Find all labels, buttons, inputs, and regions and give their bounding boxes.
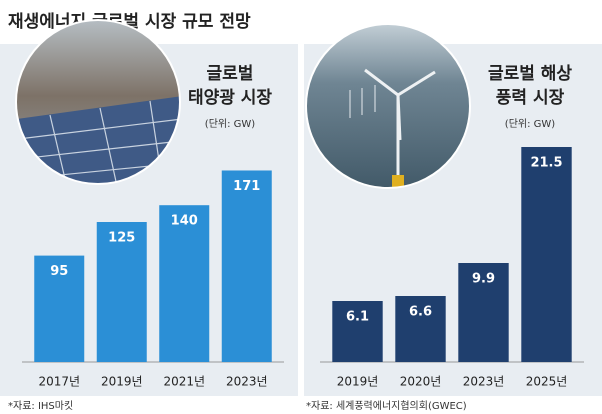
photo-frame	[15, 19, 181, 185]
bar	[458, 263, 509, 362]
bar	[96, 222, 147, 362]
bar	[395, 296, 446, 362]
value-label: 171	[233, 179, 260, 194]
value-label: 95	[50, 264, 68, 279]
wind-photo	[306, 24, 470, 188]
panel-title: 글로벌 해상	[488, 64, 572, 84]
value-label: 6.6	[409, 305, 432, 320]
panel-title: 풍력 시장	[496, 88, 565, 108]
x-tick-label: 2020년	[400, 375, 442, 389]
source-note: *자료: 세계풍력에너지협의회(GWEC)	[306, 399, 467, 412]
x-tick-label: 2025년	[526, 375, 568, 389]
bar	[221, 170, 272, 362]
bar	[34, 255, 85, 362]
x-tick-label: 2017년	[38, 375, 80, 389]
x-tick-label: 2021년	[163, 375, 205, 389]
x-tick-label: 2019년	[337, 375, 379, 389]
panel-title: 태양광 시장	[188, 88, 272, 108]
photo-frame	[305, 23, 471, 189]
value-label: 9.9	[472, 272, 495, 287]
x-tick-label: 2023년	[226, 375, 268, 389]
unit-label: (단위: GW)	[505, 117, 555, 130]
x-tick-label: 2023년	[463, 375, 505, 389]
bar	[332, 301, 383, 362]
value-label: 140	[171, 214, 198, 229]
value-label: 6.1	[346, 310, 369, 325]
panel-title: 글로벌	[207, 64, 254, 84]
x-tick-label: 2019년	[101, 375, 143, 389]
unit-label: (단위: GW)	[205, 117, 255, 130]
bar	[159, 205, 210, 362]
value-label: 125	[108, 231, 135, 246]
value-label: 21.5	[530, 156, 562, 171]
bar	[521, 147, 572, 362]
source-note: *자료: IHS마킷	[8, 400, 73, 412]
